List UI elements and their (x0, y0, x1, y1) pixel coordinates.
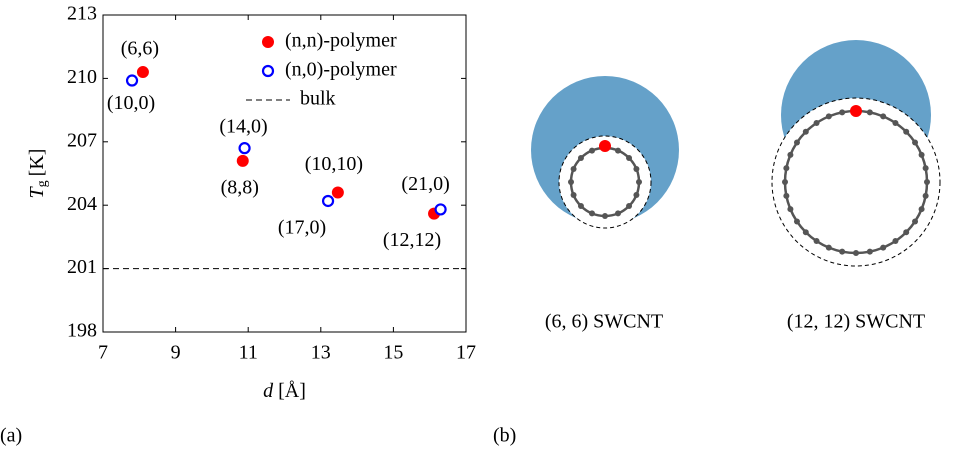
y-tick-label: 204 (67, 193, 97, 215)
y-axis-label: Tg [K] (26, 149, 51, 199)
atom (802, 128, 809, 135)
atom (853, 250, 859, 256)
atom (615, 147, 622, 154)
atom (892, 238, 899, 245)
atom (813, 238, 820, 245)
x-tick-label: 13 (311, 342, 331, 364)
data-point (434, 203, 447, 216)
atom (880, 244, 887, 251)
atom (783, 165, 790, 172)
atom (918, 151, 925, 158)
point-label: (8,8) (221, 176, 259, 198)
x-tick-label: 17 (456, 342, 476, 364)
point-label: (6,6) (121, 38, 159, 60)
atom (626, 154, 633, 161)
atom (892, 119, 899, 126)
point-label: (12,12) (383, 229, 441, 251)
atom (866, 109, 873, 116)
data-point (321, 194, 335, 208)
anchor-bead (850, 105, 862, 117)
atom (570, 165, 577, 172)
legend-label: (n,n)-polymer (285, 30, 397, 52)
atom (912, 218, 919, 225)
legend-label: bulk (300, 88, 336, 110)
x-tick-label: 9 (171, 342, 181, 364)
x-axis-symbol: d (263, 380, 274, 402)
atom (922, 192, 929, 199)
y-tick-label: 198 (67, 320, 97, 342)
data-point (331, 186, 344, 199)
atom (922, 165, 929, 172)
atom (825, 244, 832, 251)
y-tick-label: 207 (67, 129, 97, 151)
plot-frame (102, 14, 467, 333)
anchor-bead (599, 140, 611, 152)
atom (802, 229, 809, 236)
diagram-caption: (12, 12) SWCNT (787, 311, 925, 333)
data-point (136, 66, 149, 79)
x-tick-label: 11 (239, 342, 258, 364)
point-label: (17,0) (278, 217, 326, 239)
y-tick-label: 210 (67, 66, 97, 88)
atom (866, 248, 873, 255)
atom (626, 203, 633, 210)
exclusion-zone (771, 97, 941, 267)
y-tick-label: 213 (67, 3, 97, 25)
atom (793, 218, 800, 225)
atom (813, 119, 820, 126)
panel-label: (a) (0, 425, 22, 447)
atom (918, 206, 925, 213)
atom (787, 206, 794, 213)
atom (825, 113, 832, 120)
atom (588, 210, 595, 217)
legend-marker (261, 64, 275, 78)
legend-marker (262, 36, 274, 48)
atom (793, 139, 800, 146)
y-axis-subscript: g (35, 180, 50, 187)
atom (570, 192, 577, 199)
atom (787, 151, 794, 158)
atom (783, 192, 790, 199)
y-axis-symbol: T (26, 185, 48, 198)
diagram-caption: (6, 6) SWCNT (545, 311, 663, 333)
atom (568, 179, 574, 185)
atom (903, 128, 910, 135)
atom (880, 113, 887, 120)
atom (615, 210, 622, 217)
atom (577, 203, 584, 210)
atom (636, 179, 642, 185)
data-point (125, 74, 139, 87)
atom (912, 139, 919, 146)
atom (577, 154, 584, 161)
atom (633, 165, 640, 172)
legend-label: (n,0)-polymer (285, 59, 397, 81)
atom (839, 248, 846, 255)
point-label: (10,0) (107, 92, 155, 114)
atom (633, 192, 640, 199)
point-label: (10,10) (305, 153, 363, 175)
point-label: (14,0) (219, 116, 267, 138)
atom (588, 147, 595, 154)
x-axis-label: d [Å] (263, 380, 306, 402)
atom (782, 179, 788, 185)
data-point (238, 142, 251, 155)
x-tick-label: 7 (98, 342, 108, 364)
atom (924, 179, 930, 185)
data-point (236, 154, 249, 167)
x-axis-unit: [Å] (278, 380, 306, 402)
atom (839, 109, 846, 116)
y-tick-label: 201 (67, 256, 97, 278)
y-axis-unit: [K] (26, 149, 48, 177)
panel-label: (b) (493, 425, 516, 447)
point-label: (21,0) (401, 173, 449, 195)
x-tick-label: 15 (383, 342, 403, 364)
atom (602, 213, 608, 219)
atom (903, 229, 910, 236)
